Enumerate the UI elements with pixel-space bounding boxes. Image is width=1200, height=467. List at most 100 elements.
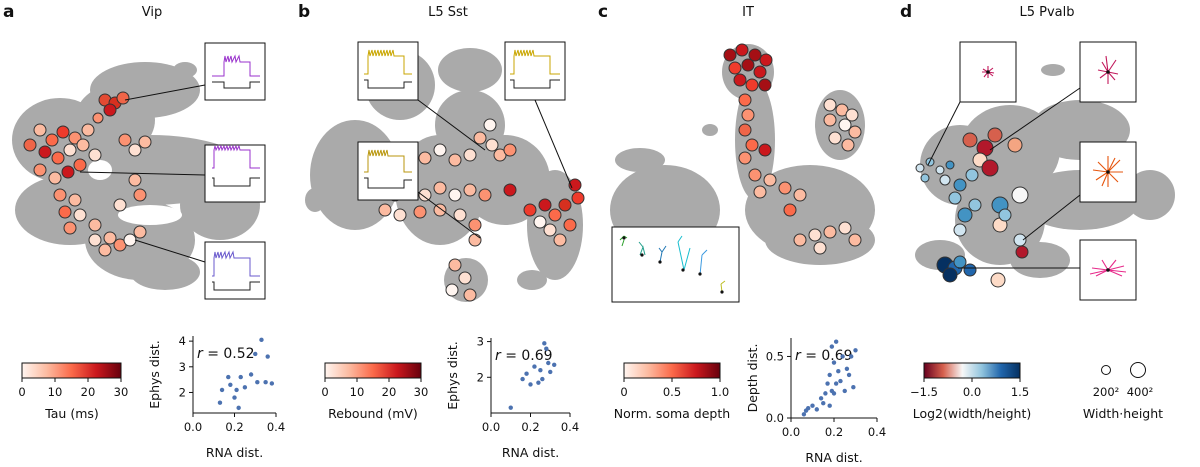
- colorbar-tick: 0.0: [963, 385, 981, 399]
- cells-a: [23, 91, 152, 257]
- colorbar-tick: 10: [350, 385, 365, 399]
- size-legend-small-label: 200²: [1093, 385, 1120, 399]
- scatter-point: [818, 396, 824, 401]
- scatter-point: [263, 380, 268, 385]
- colorbar-tick: −1.5: [910, 385, 938, 399]
- scatter-point: [234, 387, 239, 393]
- colorbar-tick: 1.0: [711, 385, 729, 399]
- scatter-point: [829, 344, 835, 349]
- x-tick-label: 0.0: [184, 420, 202, 434]
- scatter-point: [840, 354, 845, 359]
- scatter-point: [232, 395, 237, 400]
- scatter-point: [546, 360, 551, 366]
- connector-lines-d: [927, 87, 1081, 269]
- scatter-point: [821, 401, 826, 406]
- scatter-point: [831, 391, 837, 396]
- colorbar-tick: 0: [620, 385, 627, 399]
- scatter-point: [833, 339, 839, 344]
- scatter-point: [532, 364, 537, 369]
- scatter-point: [827, 403, 832, 408]
- scatter-point: [833, 381, 839, 386]
- correlation-value: = 0.69: [801, 348, 853, 364]
- correlation-symbol: r: [495, 348, 502, 364]
- x-tick-label: 0.2: [225, 420, 243, 434]
- y-tick-label: 2: [179, 385, 186, 399]
- panel-title-l5-pvalb: L5 Pvalb: [1019, 5, 1074, 20]
- y-axis-label: Depth dist.: [745, 344, 760, 413]
- y-tick-label: 2: [477, 370, 484, 384]
- scatter-point: [226, 374, 231, 380]
- size-legend: 200² 400² Width·height: [1083, 362, 1163, 421]
- scatter-point: [236, 405, 241, 411]
- x-tick-label: 0.4: [561, 420, 579, 434]
- y-tick-label: 3: [477, 335, 484, 349]
- colorbar-tick: 30: [114, 385, 129, 399]
- panel-letter-d: d: [900, 2, 912, 22]
- connector-lines-b: [417, 99, 573, 239]
- connector-lines-a: [79, 84, 206, 263]
- morphology-inset-c: [611, 226, 740, 303]
- y-tick-label: 0.5: [766, 349, 784, 363]
- colorbar-tick: 10: [48, 385, 63, 399]
- correlation-annotation: r = 0.69: [795, 348, 853, 364]
- morphology-insets-d: [959, 41, 1137, 301]
- y-axis-label: Ephys dist.: [445, 341, 460, 409]
- colorbar-label-log2-ratio: Log2(width/height): [913, 406, 1032, 421]
- colorbar-tick: 0: [18, 385, 25, 399]
- x-tick-label: 0.4: [868, 425, 886, 439]
- colorbar-tick: 1.5: [1011, 385, 1029, 399]
- panel-letter-a: a: [3, 2, 14, 22]
- scatter-point: [810, 403, 815, 408]
- scatter-point: [844, 366, 850, 371]
- scatter-point: [253, 351, 258, 357]
- ephys-insets-a: [204, 42, 266, 300]
- scatter-point: [217, 400, 223, 405]
- panel-title-l5-sst: L5 Sst: [428, 5, 468, 20]
- colorbar-tick: 0: [321, 385, 328, 399]
- y-tick-label: 0.0: [766, 411, 784, 425]
- colorbar-c: 0 0.5 1.0 Norm. soma depth: [614, 362, 730, 421]
- scatter-point: [851, 385, 856, 390]
- colorbar-label-tau: Tau (ms): [44, 406, 99, 421]
- correlation-value: = 0.69: [501, 348, 553, 364]
- y-tick-label: 3: [179, 360, 186, 374]
- colorbar-d: −1.5 0.0 1.5 Log2(width/height): [910, 362, 1032, 421]
- scatter-point: [520, 376, 525, 382]
- correlation-annotation: r = 0.52: [197, 346, 255, 362]
- panel-letter-c: c: [598, 2, 608, 22]
- scatter-point: [528, 382, 533, 387]
- x-tick-label: 0.4: [267, 420, 285, 434]
- x-axis-label: RNA dist.: [502, 445, 559, 460]
- x-tick-label: 0.2: [521, 420, 539, 434]
- scatter-point: [846, 372, 852, 378]
- size-legend-small-marker: [1101, 365, 1111, 375]
- scatter-plot-c: 0.0 0.2 0.4 0.0 0.5 RNA dist. Depth dist. r = 0…: [745, 338, 886, 465]
- scatter-plot-b: 0.0 0.2 0.4 2 3 RNA dist. Ephys dist. r = 0.69: [445, 335, 579, 460]
- y-axis-label: Ephys dist.: [147, 340, 162, 408]
- colorbar-a: 0 10 20 30 Tau (ms): [18, 362, 129, 421]
- size-legend-label: Width·height: [1083, 406, 1163, 421]
- scatter-point: [849, 354, 854, 359]
- scatter-point: [838, 378, 843, 384]
- colorbar-tick: 20: [81, 385, 96, 399]
- tsne-holes-a: [88, 160, 182, 225]
- correlation-annotation: r = 0.69: [495, 348, 553, 364]
- scatter-point: [814, 407, 819, 412]
- cells-c: [723, 43, 862, 255]
- scatter-point: [538, 367, 543, 373]
- scatter-point: [542, 341, 547, 346]
- scatter-point: [238, 374, 243, 380]
- scatter-point: [219, 387, 225, 393]
- colorbar-label-soma-depth: Norm. soma depth: [614, 406, 730, 421]
- scatter-point: [801, 412, 807, 417]
- scatter-point: [806, 405, 811, 411]
- panel-title-it: IT: [742, 5, 754, 20]
- scatter-point: [552, 362, 557, 367]
- scatter-point: [548, 369, 553, 375]
- scatter-point: [544, 346, 549, 351]
- size-legend-large-marker: [1130, 362, 1146, 378]
- y-tick-label: 4: [179, 334, 186, 348]
- scatter-point: [536, 380, 541, 385]
- scatter-point: [831, 360, 837, 365]
